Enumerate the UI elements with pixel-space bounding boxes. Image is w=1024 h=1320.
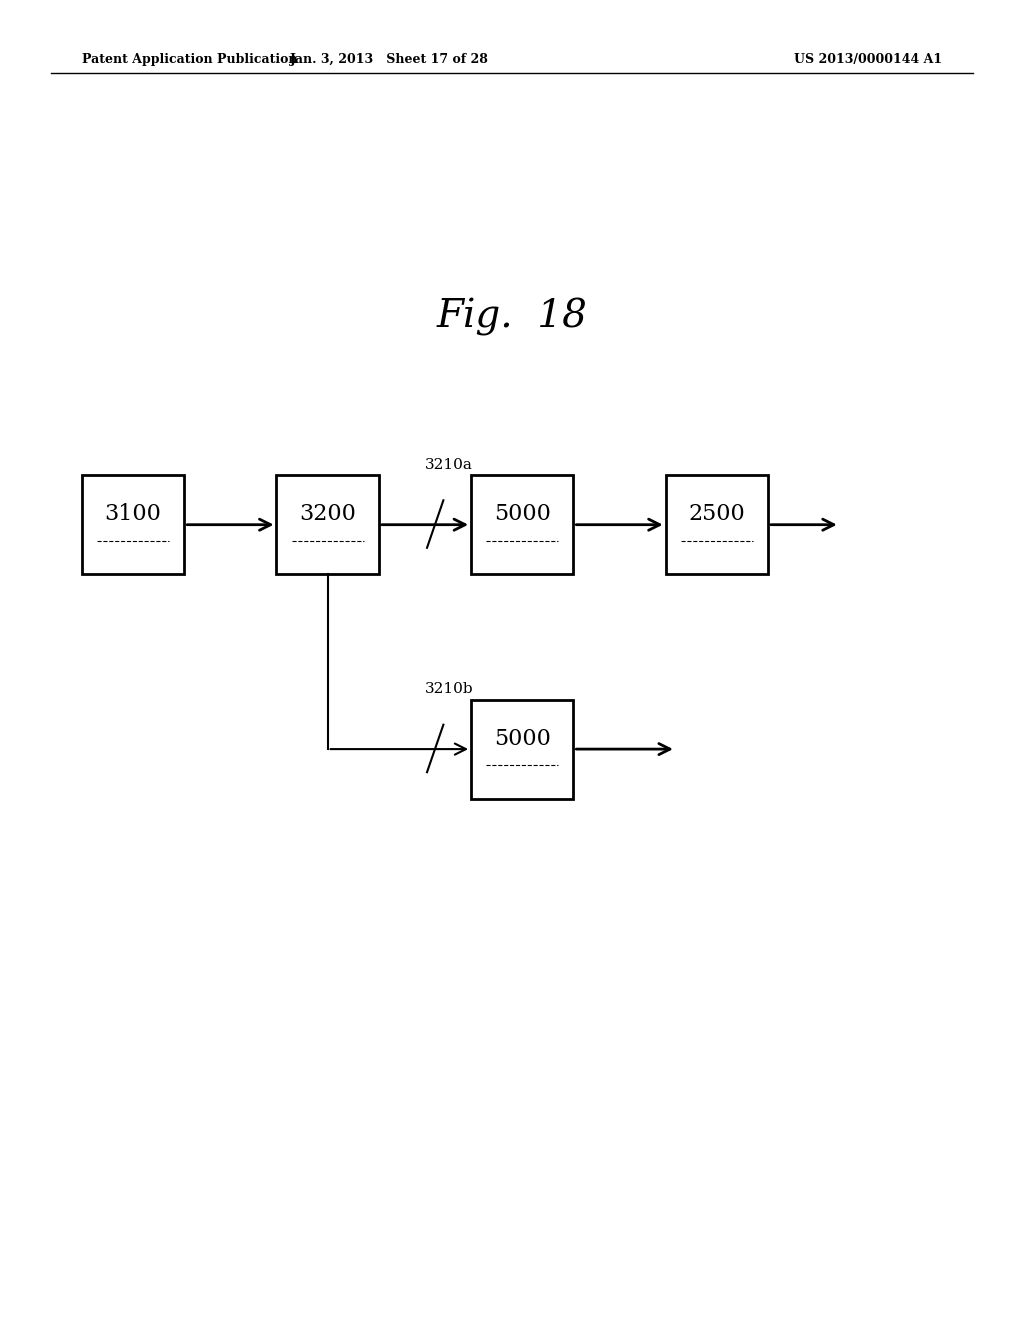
FancyBboxPatch shape [82, 475, 184, 574]
FancyBboxPatch shape [666, 475, 768, 574]
FancyBboxPatch shape [471, 700, 573, 799]
Text: 5000: 5000 [494, 727, 551, 750]
Text: 3200: 3200 [299, 503, 356, 525]
FancyBboxPatch shape [276, 475, 379, 574]
FancyBboxPatch shape [471, 475, 573, 574]
Text: 5000: 5000 [494, 503, 551, 525]
Text: Fig.  18: Fig. 18 [436, 298, 588, 335]
Text: Patent Application Publication: Patent Application Publication [82, 53, 297, 66]
Text: Jan. 3, 2013   Sheet 17 of 28: Jan. 3, 2013 Sheet 17 of 28 [290, 53, 488, 66]
Text: 3210a: 3210a [425, 458, 473, 471]
Text: 2500: 2500 [688, 503, 745, 525]
Text: 3210b: 3210b [425, 682, 473, 696]
Text: 3100: 3100 [104, 503, 162, 525]
Text: US 2013/0000144 A1: US 2013/0000144 A1 [794, 53, 942, 66]
